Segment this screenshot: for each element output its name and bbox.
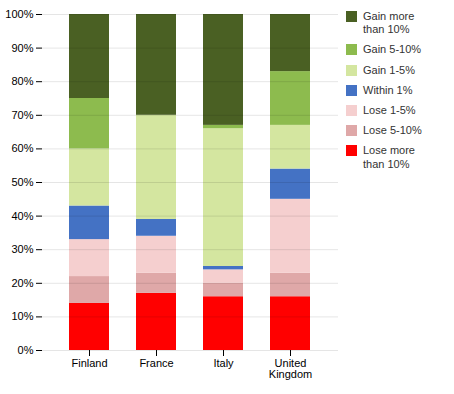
- html-text:Lose 5-10%: Lose 5-10%: [363, 124, 422, 137]
- svg-text:70%: 70%: [11, 109, 33, 121]
- html-text:Within 1%: Within 1%: [363, 83, 413, 96]
- svg-text:80%: 80%: [11, 75, 33, 87]
- svg-text:50%: 50%: [11, 176, 33, 188]
- html-text:Gain 5-10%: Gain 5-10%: [363, 43, 422, 56]
- svg-text:Italy: Italy: [213, 357, 234, 369]
- svg-text:20%: 20%: [11, 277, 33, 289]
- svg-text:40%: 40%: [11, 210, 33, 222]
- svg-text:30%: 30%: [11, 243, 33, 255]
- html-text:Lose 1-5%: Lose 1-5%: [363, 103, 416, 116]
- svg-text:90%: 90%: [11, 42, 33, 54]
- html-text:Gain 1-5%: Gain 1-5%: [363, 63, 415, 76]
- svg-text:10%: 10%: [11, 310, 33, 322]
- svg-text:0%: 0%: [18, 344, 34, 356]
- html-text:Gain more than 10%: Gain more than 10%: [363, 10, 415, 36]
- svg-text:60%: 60%: [11, 142, 33, 154]
- svg-text:Finland: Finland: [71, 357, 107, 369]
- html-text:Lose more than 10%: Lose more than 10%: [363, 144, 415, 170]
- svg-text:UnitedKingdom: UnitedKingdom: [269, 357, 312, 380]
- svg-text:France: France: [139, 357, 173, 369]
- svg-text:100%: 100%: [5, 8, 33, 20]
